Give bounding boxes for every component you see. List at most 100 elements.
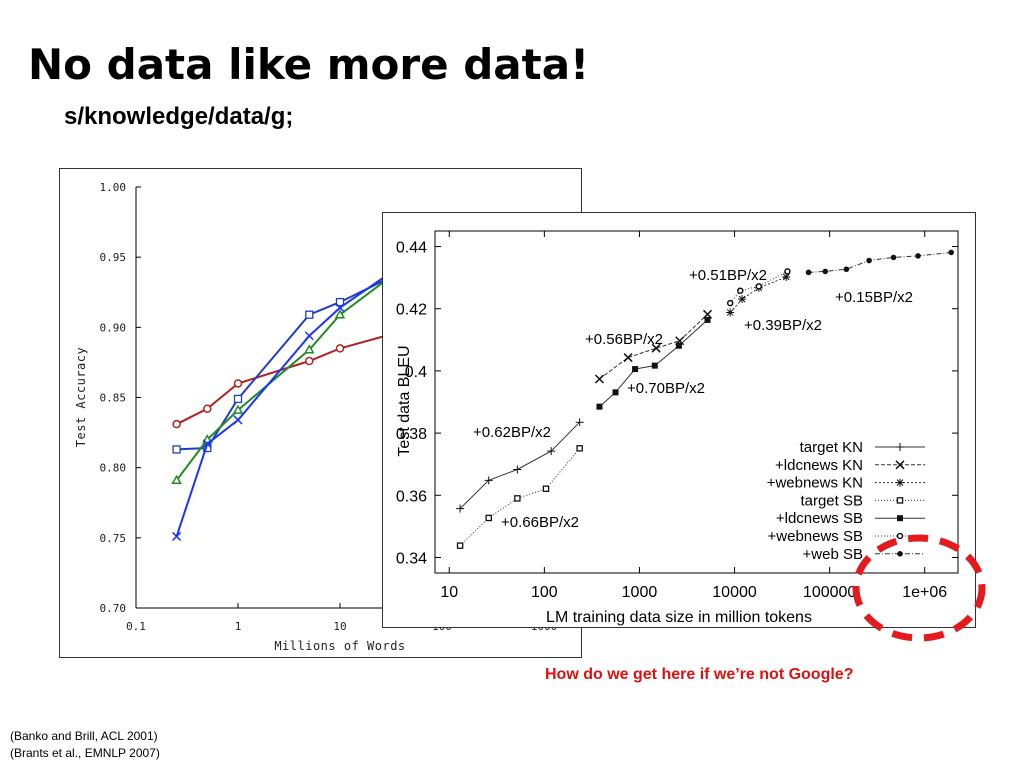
question-callout: How do we get here if we’re not Google?	[545, 666, 854, 683]
data-point	[233, 415, 243, 425]
data-point	[335, 297, 345, 307]
data-point	[623, 353, 633, 363]
y-tick-label: 0.34	[396, 550, 427, 567]
bleu-chart: 0.34 0.36 0.38 0.4 0.42 0.44 10 100 1000 10000 100…	[382, 212, 976, 628]
y-tick-label: 0.80	[100, 462, 127, 475]
data-point	[513, 465, 522, 474]
legend-marker	[897, 551, 903, 557]
series-line	[176, 319, 443, 426]
y-tick-label: 0.90	[100, 321, 127, 334]
annotation: +0.62BP/x2	[473, 424, 551, 441]
data-point	[784, 268, 791, 275]
data-point	[890, 254, 897, 261]
series-6	[805, 249, 955, 276]
data-point	[651, 343, 661, 353]
slide-title: No data like more data!	[28, 40, 590, 89]
series-line	[729, 270, 788, 304]
data-point	[232, 404, 244, 414]
accuracy-chart-svg: 0.70 0.75 0.80 0.85 0.90 0.95 1.00 0.1 1 10 100 10 0…	[74, 181, 557, 653]
data-point	[172, 419, 181, 429]
series-0	[456, 418, 584, 513]
data-point	[948, 249, 955, 256]
plot-frame	[434, 230, 959, 574]
data-point	[755, 283, 763, 290]
data-point	[485, 514, 492, 522]
annotation: +0.70BP/x2	[627, 380, 705, 397]
data-point	[233, 379, 243, 388]
x-tick-label: 10000	[712, 584, 757, 601]
legend-marker	[895, 460, 905, 470]
annotation: +0.15BP/x2	[835, 289, 913, 306]
data-point	[594, 374, 605, 384]
x-tick-label: 100	[531, 584, 558, 601]
data-point	[915, 253, 921, 259]
y-tick-label: 0.44	[396, 240, 427, 257]
series-line	[175, 273, 390, 537]
data-point	[737, 287, 744, 294]
x-tick-label: 1	[235, 620, 242, 633]
data-point	[514, 495, 521, 502]
data-point	[805, 269, 812, 276]
y-tick-label: 0.4	[405, 364, 427, 381]
annotation: +0.39BP/x2	[744, 317, 822, 334]
data-point	[172, 445, 181, 454]
data-point	[576, 445, 583, 452]
y-tick-label: 0.42	[396, 302, 427, 319]
x-tick-label: 1000	[622, 584, 658, 601]
data-point	[172, 531, 182, 541]
legend-marker	[897, 515, 903, 522]
data-point	[233, 394, 243, 404]
legend-marker	[896, 497, 904, 504]
data-point	[203, 404, 212, 413]
annotation: +0.66BP/x2	[501, 514, 579, 531]
y-tick-label: 1.00	[100, 181, 127, 194]
data-point	[738, 295, 747, 304]
data-point	[726, 308, 735, 317]
series-line	[808, 252, 952, 273]
x-tick-label: 0.1	[126, 620, 146, 633]
series-line	[729, 276, 787, 313]
data-point	[782, 273, 791, 282]
annotation: +0.56BP/x2	[585, 331, 663, 348]
y-tick-label: 0.70	[100, 602, 127, 615]
data-point	[202, 439, 212, 449]
y-axis-label: Test Accuracy	[74, 347, 88, 447]
bleu-chart-svg: 0.34 0.36 0.38 0.4 0.42 0.44 10 100 1000 10000 100…	[396, 230, 959, 626]
x-axis-label: Millions of Words	[274, 639, 405, 653]
data-point	[335, 344, 345, 353]
series-0	[172, 316, 447, 429]
x-tick-label: 10	[440, 584, 458, 601]
data-point	[542, 485, 550, 492]
series-4	[596, 316, 711, 410]
citation-banko-brill: (Banko and Brill, ACL 2001)	[10, 729, 158, 743]
legend-label: +webnews SB	[768, 528, 863, 545]
slide-subtitle: s/knowledge/data/g;	[64, 103, 294, 130]
series-line	[176, 277, 390, 451]
data-point	[596, 403, 603, 410]
x-tick-label: 10	[333, 620, 346, 633]
data-point	[575, 418, 584, 427]
y-axis-label: Test data BLEU	[396, 345, 413, 456]
legend-label: +ldcnews SB	[776, 510, 863, 527]
x-tick-label: 100000	[803, 584, 856, 601]
data-point	[304, 331, 314, 341]
data-point	[726, 299, 734, 307]
y-tick-label: 0.75	[100, 532, 127, 545]
data-point	[484, 476, 493, 485]
data-point	[612, 389, 619, 396]
y-tick-label: 0.36	[396, 488, 427, 505]
legend-marker	[896, 443, 904, 451]
data-point	[675, 342, 682, 349]
data-point	[335, 303, 345, 313]
series-3	[456, 445, 583, 549]
legend-label: +web SB	[803, 546, 863, 563]
legend-label: +ldcnews KN	[775, 457, 863, 474]
series-line	[175, 277, 390, 481]
x-axis-label: LM training data size in million tokens	[546, 609, 812, 626]
legend-marker	[896, 532, 904, 540]
data-point	[171, 474, 182, 485]
data-point	[632, 366, 639, 373]
citation-brants: (Brants et al., EMNLP 2007)	[10, 746, 160, 760]
y-tick-label: 0.95	[100, 251, 127, 264]
